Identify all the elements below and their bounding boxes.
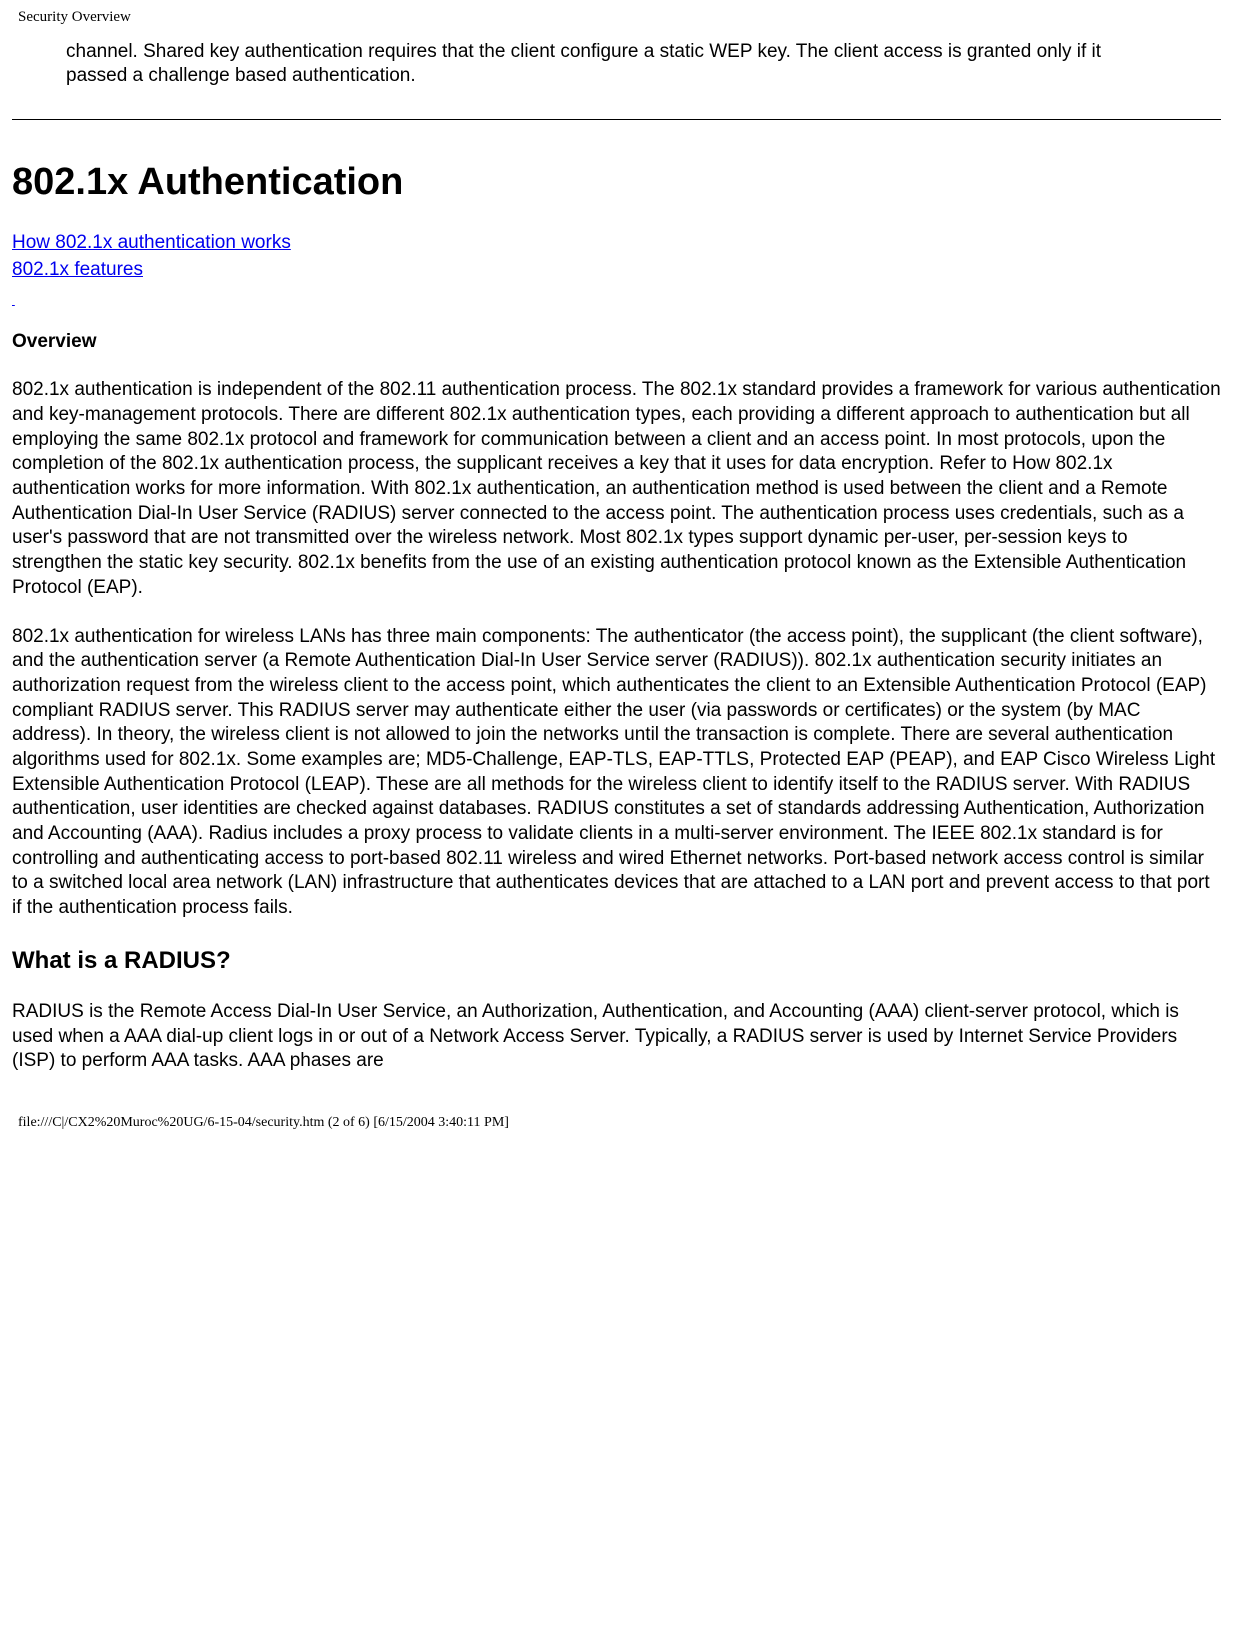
footer-path: file:///C|/CX2%20Muroc%20UG/6-15-04/secu… — [18, 1114, 1221, 1132]
overview-label: Overview — [12, 330, 1221, 355]
features-link[interactable]: 802.1x features — [12, 258, 1221, 283]
radius-heading: What is a RADIUS? — [12, 945, 1221, 976]
overview-paragraph-1: 802.1x authentication is independent of … — [12, 378, 1221, 600]
main-heading: 802.1x Authentication — [12, 158, 1221, 207]
divider — [12, 119, 1221, 120]
page-header: Security Overview — [18, 8, 1221, 28]
how-authentication-works-link[interactable]: How 802.1x authentication works — [12, 231, 1221, 256]
overview-paragraph-2: 802.1x authentication for wireless LANs … — [12, 625, 1221, 921]
radius-paragraph: RADIUS is the Remote Access Dial-In User… — [12, 1000, 1221, 1074]
intro-paragraph: channel. Shared key authentication requi… — [66, 40, 1221, 89]
link-list: How 802.1x authentication works 802.1x f… — [12, 231, 1221, 282]
spacer-link[interactable] — [12, 295, 15, 308]
